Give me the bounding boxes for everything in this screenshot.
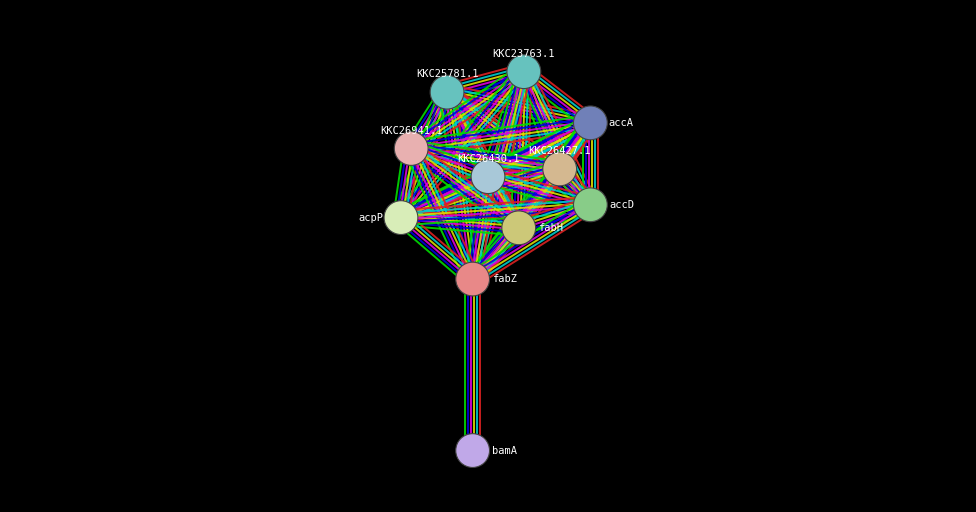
Circle shape bbox=[385, 201, 418, 234]
Circle shape bbox=[507, 55, 541, 89]
Circle shape bbox=[543, 152, 577, 186]
Circle shape bbox=[394, 132, 428, 165]
Text: KKC26427.1: KKC26427.1 bbox=[528, 146, 590, 156]
Text: KKC23763.1: KKC23763.1 bbox=[493, 49, 555, 59]
Text: KKC26430.1: KKC26430.1 bbox=[457, 154, 519, 164]
Circle shape bbox=[502, 211, 536, 245]
Circle shape bbox=[574, 188, 607, 222]
Circle shape bbox=[456, 262, 490, 296]
Text: accD: accD bbox=[610, 200, 634, 210]
Circle shape bbox=[574, 106, 607, 140]
Text: bamA: bamA bbox=[492, 445, 517, 456]
Text: KKC26941.1: KKC26941.1 bbox=[380, 125, 442, 136]
Text: accA: accA bbox=[608, 118, 633, 128]
Text: fabZ: fabZ bbox=[492, 274, 517, 284]
Text: KKC25781.1: KKC25781.1 bbox=[416, 69, 478, 79]
Circle shape bbox=[430, 75, 464, 109]
Circle shape bbox=[456, 434, 490, 467]
Text: acpP: acpP bbox=[358, 212, 383, 223]
Circle shape bbox=[471, 160, 505, 194]
Text: fabH: fabH bbox=[538, 223, 563, 233]
